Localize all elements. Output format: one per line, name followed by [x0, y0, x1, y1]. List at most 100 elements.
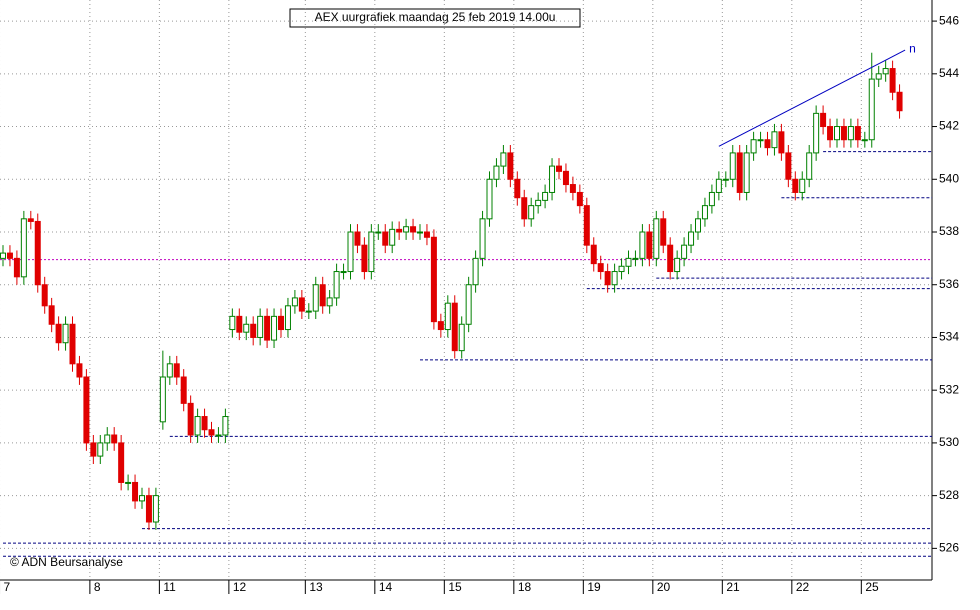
candle-body [556, 165, 562, 172]
candle-body [493, 165, 500, 180]
candle-body [528, 205, 535, 220]
candle-body [590, 244, 597, 265]
candle-body [854, 126, 861, 141]
candle-body [611, 271, 618, 286]
candle-body [83, 376, 90, 444]
x-tick-label: 12 [233, 580, 247, 594]
candle-body [667, 244, 674, 273]
candle-body [145, 495, 152, 523]
trendline [718, 49, 906, 147]
candle-body [354, 231, 361, 246]
y-tick-label: 532 [939, 382, 959, 396]
candle-body [417, 231, 423, 234]
candle-body [278, 315, 284, 331]
candle-body [479, 218, 486, 259]
candle-body [90, 442, 97, 457]
candle-body [340, 271, 347, 274]
candle-body [298, 297, 305, 312]
candle-body [542, 191, 549, 201]
candle-body [639, 231, 646, 259]
candle-body [236, 315, 243, 333]
candle-body [326, 297, 333, 307]
candle-body [139, 495, 145, 502]
candle-body [444, 302, 451, 331]
candle-body [361, 244, 368, 273]
candle-body [104, 434, 111, 444]
candle-body [27, 218, 34, 222]
title-box [289, 8, 581, 28]
candle-body [646, 231, 653, 259]
x-tick-label: 22 [796, 580, 810, 594]
x-tick-label: 25 [865, 580, 879, 594]
candle-body [729, 152, 736, 180]
x-tick-label: 7 [4, 580, 11, 594]
candle-body [701, 205, 708, 220]
x-tick-label: 14 [379, 580, 393, 594]
y-tick-label: 546 [939, 13, 959, 27]
source: © ADN Beursanalyse [10, 555, 123, 569]
candle-body [521, 197, 528, 220]
candle-body [312, 284, 319, 312]
candle-body [118, 442, 125, 483]
candle-body [632, 257, 639, 260]
candle-body [549, 165, 556, 193]
candle-body [208, 429, 215, 436]
candle-body [125, 481, 132, 484]
candle-body [535, 199, 542, 207]
candle-body [173, 363, 180, 378]
candle-body [0, 252, 6, 259]
candle-body [368, 231, 375, 273]
candle-body [222, 416, 229, 436]
candle-body [291, 297, 298, 307]
candle-body [243, 323, 250, 333]
candle-body [486, 178, 493, 220]
candle-body [201, 416, 208, 431]
candle-body [896, 91, 903, 112]
candle-body [785, 152, 792, 180]
candle-body [834, 126, 840, 141]
candle-body [604, 271, 611, 286]
candle-body [618, 265, 625, 273]
candle-body [229, 315, 236, 331]
candle-body [764, 139, 771, 149]
candle-body [583, 205, 590, 246]
candle-body [688, 231, 695, 246]
candle-body [889, 68, 896, 93]
candle-body [375, 231, 382, 234]
y-tick-label: 544 [939, 66, 959, 80]
candle-body [500, 152, 507, 167]
candle-body [653, 218, 660, 259]
candle-body [284, 305, 291, 331]
candle-body [396, 228, 403, 233]
candle-body [806, 152, 813, 180]
candle-body [319, 284, 326, 307]
candle-body [472, 257, 479, 286]
candle-body [111, 434, 118, 444]
candle-body [674, 257, 681, 273]
candle-body [778, 131, 785, 154]
candle-body [132, 481, 139, 502]
candle-body [382, 231, 389, 246]
candle-body [215, 434, 222, 437]
candle-body [625, 257, 632, 267]
candle-body [695, 218, 701, 233]
candle-body [264, 315, 271, 341]
candle-body [194, 416, 201, 436]
candle-body [681, 244, 688, 259]
candle-body [347, 231, 354, 273]
chart-title: AEX uurgrafiek maandag 25 feb 2019 14.00… [315, 10, 556, 24]
candle-body [757, 139, 764, 142]
y-tick-label: 538 [939, 224, 959, 238]
candle-body [875, 73, 882, 80]
candle-body [76, 363, 83, 378]
y-tick-label: 534 [939, 330, 959, 344]
x-tick-label: 20 [657, 580, 671, 594]
candle-body [597, 263, 604, 273]
candle-body [840, 126, 847, 141]
candle-body [451, 302, 458, 352]
x-tick-label: 15 [448, 580, 462, 594]
candle-body [97, 442, 104, 457]
x-tick-label: 19 [587, 580, 601, 594]
candle-body [813, 112, 820, 154]
